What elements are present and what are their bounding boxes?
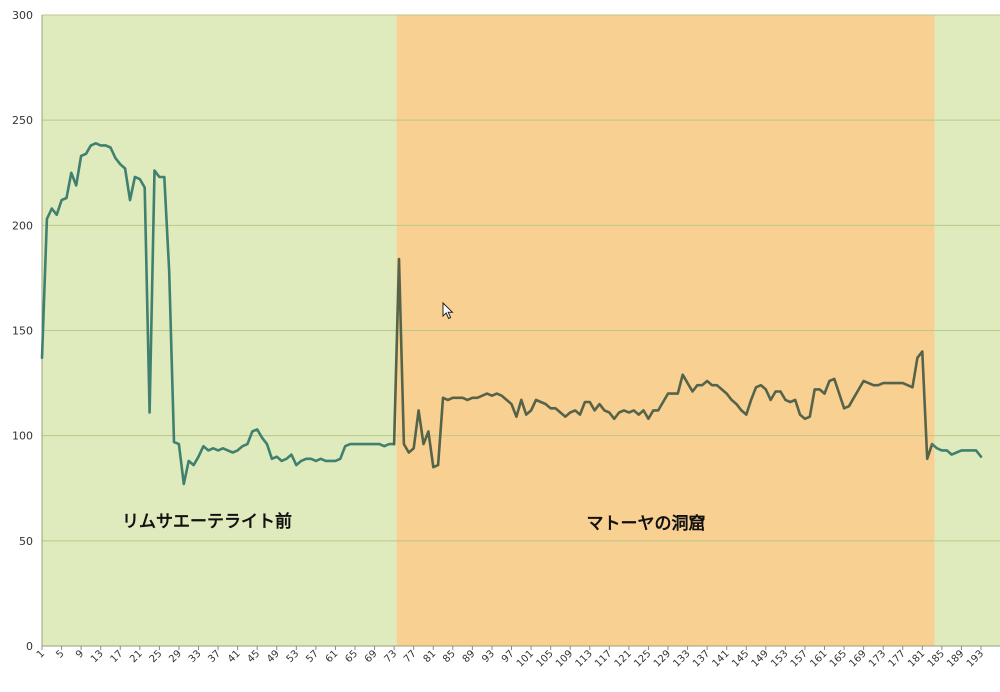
y-tick-label: 250 <box>12 114 33 127</box>
y-tick-label: 0 <box>26 640 33 653</box>
region-labels: リムサエーテライト前 マトーヤの洞窟 <box>122 511 706 534</box>
x-tick-label: 177 <box>887 648 908 669</box>
x-tick-label: 117 <box>593 648 614 669</box>
x-tick-label: 33 <box>187 648 204 665</box>
x-tick-label: 105 <box>534 648 555 669</box>
x-tick-label: 17 <box>109 648 126 665</box>
series-line-segment-1 <box>40 142 396 486</box>
x-tick-label: 13 <box>89 648 106 665</box>
x-axis: 1 5 9 13 17 21 25 29 33 37 41 45 49 53 57 61 65 69 73 77 81 8… <box>35 645 1000 670</box>
y-tick-label: 300 <box>12 9 33 22</box>
x-tick-label: 149 <box>750 648 771 669</box>
region-label-1: リムサエーテライト前 <box>122 511 292 532</box>
x-tick-label: 181 <box>906 648 927 669</box>
series-line-segment-3 <box>930 442 983 459</box>
x-tick-label: 9 <box>74 648 86 660</box>
x-tick-label: 113 <box>574 648 595 669</box>
x-tick-label: 45 <box>246 648 263 665</box>
x-tick-label: 29 <box>167 648 184 665</box>
x-tick-label: 85 <box>441 648 458 665</box>
x-tick-label: 21 <box>128 648 145 665</box>
x-tick-label: 41 <box>226 648 243 665</box>
x-tick-label: 169 <box>847 648 868 669</box>
x-tick-label: 157 <box>789 648 810 669</box>
x-tick-label: 1 <box>35 648 47 660</box>
x-tick-label: 165 <box>828 648 849 669</box>
x-tick-label: 145 <box>730 648 751 669</box>
x-tick-label: 173 <box>867 648 888 669</box>
x-tick-label: 161 <box>808 648 829 669</box>
x-tick-label: 5 <box>54 648 66 660</box>
y-axis: 0 50 100 150 200 250 300 <box>12 9 43 653</box>
x-tick-label: 65 <box>343 648 360 665</box>
x-tick-label: 25 <box>148 648 165 665</box>
series-line-segment-2 <box>392 257 934 469</box>
series-line <box>40 142 983 486</box>
y-tick-label: 50 <box>19 535 33 548</box>
y-tick-label: 100 <box>12 430 33 443</box>
y-tick-label: 200 <box>12 219 33 232</box>
x-tick-label: 77 <box>402 648 419 665</box>
x-tick-label: 53 <box>285 648 302 665</box>
region-label-2: マトーヤの洞窟 <box>587 513 706 534</box>
x-tick-label: 121 <box>613 648 634 669</box>
x-tick-label: 129 <box>652 648 673 669</box>
x-tick-label: 133 <box>671 648 692 669</box>
x-tick-label: 193 <box>965 648 986 669</box>
x-tick-label: 125 <box>632 648 653 669</box>
x-tick-label: 49 <box>265 648 282 665</box>
x-tick-label: 153 <box>769 648 790 669</box>
x-tick-label: 89 <box>461 648 478 665</box>
x-tick-label: 185 <box>926 648 947 669</box>
x-tick-label: 61 <box>324 648 341 665</box>
x-tick-label: 189 <box>945 648 966 669</box>
x-tick-label: 141 <box>711 648 732 669</box>
x-tick-label: 73 <box>382 648 399 665</box>
x-tick-label: 57 <box>304 648 321 665</box>
x-tick-label: 81 <box>422 648 439 665</box>
x-tick-label: 97 <box>500 648 517 665</box>
x-tick-label: 69 <box>363 648 380 665</box>
x-tick-label: 137 <box>691 648 712 669</box>
x-tick-label: 109 <box>554 648 575 669</box>
arrow-pointer-icon <box>442 301 454 320</box>
x-tick-label: 37 <box>206 648 223 665</box>
x-tick-label: 93 <box>480 648 497 665</box>
y-tick-label: 150 <box>12 325 33 338</box>
x-tick-label: 101 <box>515 648 536 669</box>
